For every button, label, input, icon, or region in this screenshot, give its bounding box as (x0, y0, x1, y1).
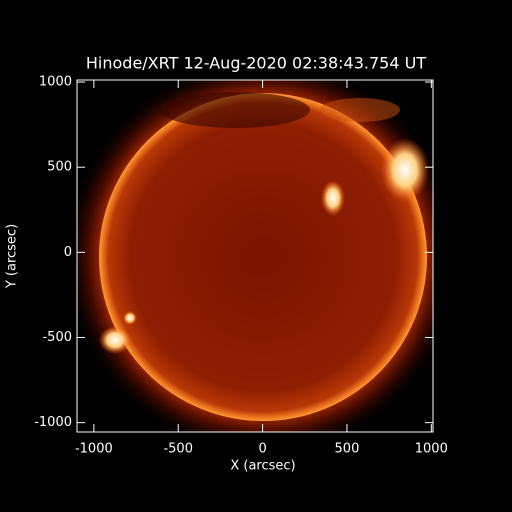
x-tick-label: 500 (335, 442, 360, 457)
x-tick-label: 1000 (415, 442, 448, 457)
y-tick-label: -500 (42, 330, 72, 345)
y-tick-label: 500 (47, 160, 72, 175)
y-axis-label: Y (arcsec) (5, 224, 20, 289)
chart-title: Hinode/XRT 12-Aug-2020 02:38:43.754 UT (86, 54, 426, 73)
y-tick-label: 0 (64, 245, 72, 260)
x-tick-label: 0 (258, 442, 266, 457)
y-tick-label: -1000 (34, 415, 72, 430)
sun-image (77, 80, 433, 432)
x-tick-label: -1000 (75, 442, 113, 457)
y-tick-label: 1000 (39, 75, 72, 90)
plot-frame (76, 79, 434, 433)
x-axis-label: X (arcsec) (230, 459, 295, 474)
x-tick-label: -500 (163, 442, 193, 457)
